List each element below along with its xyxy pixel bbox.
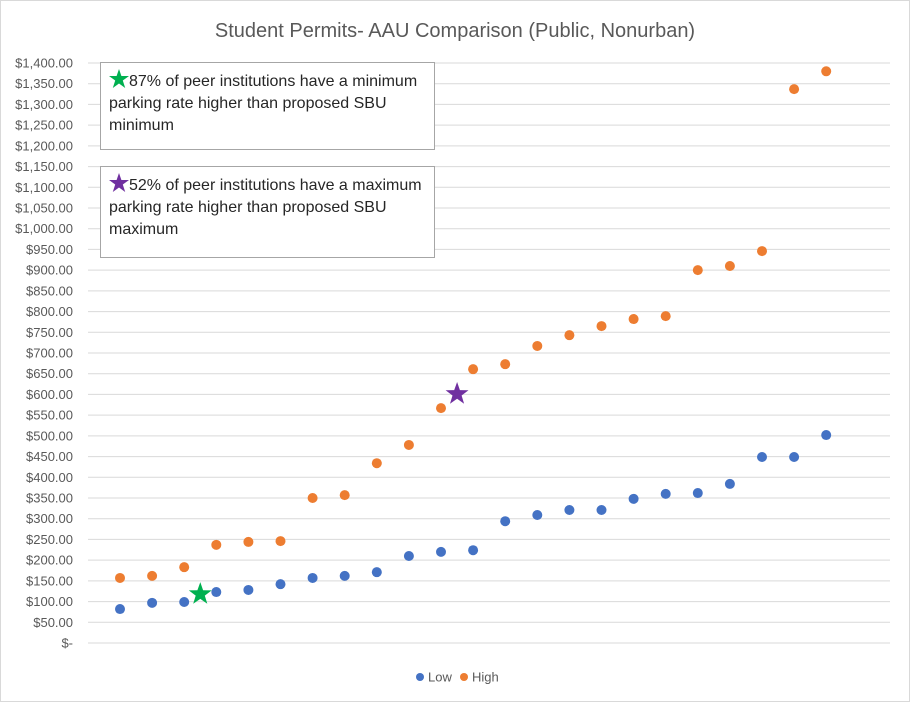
y-tick-label: $650.00 <box>26 366 73 381</box>
point-low <box>211 587 222 598</box>
y-tick-label: $850.00 <box>26 283 73 298</box>
point-high <box>115 572 125 583</box>
point-high <box>660 311 671 322</box>
y-tick-label: $1,100.00 <box>15 180 73 195</box>
y-tick-label: $200.00 <box>26 553 73 568</box>
annotation-max: 52% of peer institutions have a maximum … <box>100 166 435 258</box>
y-tick-label: $100.00 <box>26 594 73 609</box>
y-tick-label: $1,350.00 <box>15 76 73 91</box>
point-high <box>724 261 735 271</box>
point-high <box>307 493 318 503</box>
point-low <box>500 516 511 527</box>
y-tick-label: $1,300.00 <box>15 97 73 112</box>
purple-star-marker <box>445 382 469 404</box>
y-tick-label: $1,000.00 <box>15 221 73 236</box>
green-star-marker <box>188 582 212 604</box>
legend-marker-low <box>416 673 424 681</box>
point-high <box>371 458 382 469</box>
y-tick-label: $800.00 <box>26 304 73 319</box>
point-low <box>660 488 671 499</box>
point-high <box>468 364 479 375</box>
point-high <box>596 321 607 332</box>
point-high <box>789 84 800 95</box>
point-high <box>243 536 254 547</box>
point-low <box>757 451 767 462</box>
y-tick-label: $500.00 <box>26 428 73 443</box>
point-low <box>821 430 832 441</box>
point-low <box>468 545 479 556</box>
y-tick-label: $400.00 <box>26 470 73 485</box>
point-low <box>564 505 575 516</box>
point-low <box>724 478 735 489</box>
point-high <box>147 570 158 581</box>
y-tick-label: $- <box>61 636 73 651</box>
y-tick-label: $1,400.00 <box>15 56 73 71</box>
y-tick-label: $150.00 <box>26 573 73 588</box>
point-low <box>115 604 125 615</box>
point-low <box>403 551 414 561</box>
point-low <box>339 570 350 581</box>
legend-marker-high <box>460 673 468 681</box>
annotation-min-text: 87% of peer institutions have a minimum … <box>109 73 418 134</box>
point-low <box>789 451 800 462</box>
point-low <box>596 505 607 516</box>
point-low <box>436 546 446 557</box>
y-tick-label: $1,200.00 <box>15 138 73 153</box>
y-tick-label: $950.00 <box>26 242 73 257</box>
y-tick-label: $1,050.00 <box>15 201 73 216</box>
legend-label-high: High <box>472 670 499 685</box>
point-high <box>821 66 832 77</box>
y-tick-label: $700.00 <box>26 346 73 361</box>
point-high <box>692 265 703 276</box>
chart-title: Student Permits- AAU Comparison (Public,… <box>215 20 695 42</box>
point-high <box>757 246 767 257</box>
point-high <box>532 340 543 351</box>
point-high <box>564 330 575 341</box>
point-low <box>307 572 318 583</box>
point-low <box>243 584 254 595</box>
y-tick-label: $1,250.00 <box>15 118 73 133</box>
y-tick-label: $600.00 <box>26 387 73 402</box>
y-tick-label: $550.00 <box>26 408 73 423</box>
point-high <box>339 490 350 501</box>
y-tick-label: $450.00 <box>26 449 73 464</box>
y-tick-label: $250.00 <box>26 532 73 547</box>
purple-star-icon <box>109 173 129 192</box>
y-tick-label: $900.00 <box>26 263 73 278</box>
point-low <box>179 596 190 607</box>
y-tick-label: $350.00 <box>26 491 73 506</box>
point-low <box>628 493 639 504</box>
point-high <box>500 359 511 370</box>
point-low <box>532 509 543 520</box>
point-low <box>275 579 286 590</box>
y-tick-label: $300.00 <box>26 511 73 526</box>
point-high <box>211 539 222 550</box>
point-high <box>275 536 286 547</box>
point-high <box>436 403 446 414</box>
y-tick-label: $50.00 <box>33 615 73 630</box>
point-high <box>403 439 414 450</box>
y-tick-label: $1,150.00 <box>15 159 73 174</box>
legend-label-low: Low <box>428 670 452 685</box>
point-low <box>147 597 158 608</box>
annotation-min: 87% of peer institutions have a minimum … <box>100 62 435 150</box>
point-high <box>628 314 639 325</box>
point-low <box>692 488 703 499</box>
green-star-icon <box>109 69 129 88</box>
point-high <box>179 562 190 573</box>
point-low <box>371 567 382 578</box>
y-tick-label: $750.00 <box>26 325 73 340</box>
annotation-max-text: 52% of peer institutions have a maximum … <box>109 177 422 238</box>
